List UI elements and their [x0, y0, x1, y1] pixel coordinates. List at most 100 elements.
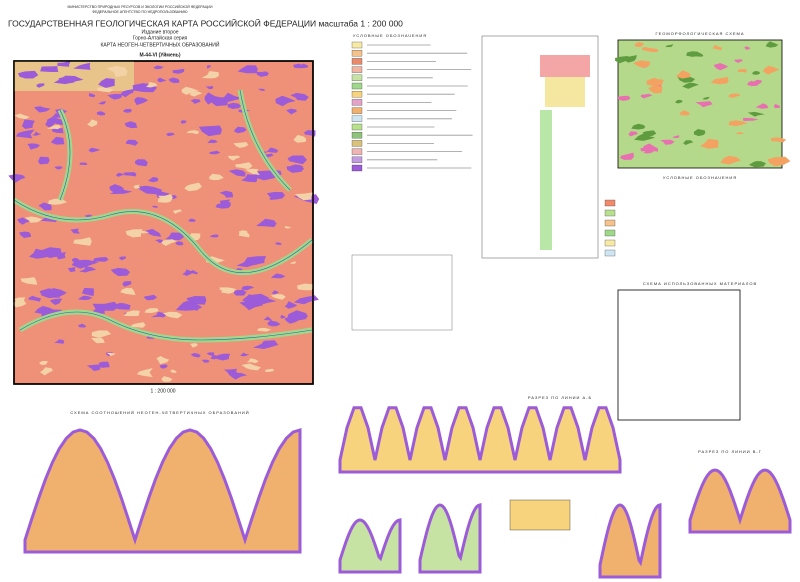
geomorph-unit: [755, 103, 769, 109]
intrusion: [209, 234, 219, 238]
section-vg-title: РАЗРЕЗ ПО ЛИНИИ В-Г: [698, 449, 762, 454]
intrusion: [227, 102, 242, 109]
geomorph-unit: [737, 69, 747, 73]
intrusion: [182, 269, 193, 276]
intrusion: [92, 257, 109, 262]
intrusion: [134, 97, 149, 106]
geomorph-unit: [700, 138, 719, 149]
intrusion: [247, 294, 254, 298]
intrusion: [57, 60, 71, 67]
intrusion: [286, 108, 297, 115]
legend-title: УСЛОВНЫЕ ОБОЗНАЧЕНИЯ: [353, 33, 427, 38]
intrusion: [205, 85, 214, 90]
deposit: [227, 155, 241, 161]
deposit: [73, 237, 92, 246]
deposit: [87, 119, 98, 127]
geomorph-unit: [675, 70, 691, 79]
geomorph-unit: [752, 70, 760, 75]
geomorph-unit: [712, 44, 723, 51]
geomorph-unit: [675, 99, 683, 104]
intrusion: [206, 352, 215, 357]
intrusion: [54, 166, 63, 170]
geomorph-unit: [770, 137, 787, 143]
deposit: [14, 113, 30, 120]
intrusion: [258, 88, 265, 91]
intrusion: [98, 78, 115, 88]
geomorph-unit: [702, 96, 710, 100]
deposit: [20, 277, 38, 285]
deposit: [270, 294, 286, 300]
deposit: [181, 86, 199, 95]
geomorph-unit: [748, 161, 766, 168]
intrusion: [98, 361, 110, 368]
section-profile: [338, 406, 622, 474]
deposit: [40, 367, 53, 376]
map-border: [13, 60, 314, 385]
section-ab-title: РАЗРЕЗ ПО ЛИНИИ А-Б: [528, 395, 592, 400]
intrusion: [36, 83, 45, 88]
legend-swatch: [351, 123, 363, 131]
deposit: [97, 87, 114, 93]
deposit: [161, 239, 177, 246]
deposit: [219, 287, 237, 292]
ministry: МИНИСТЕРСТВО ПРИРОДНЫХ РЕСУРСОВ И ЭКОЛОГ…: [68, 5, 213, 9]
geomorph-unit: [747, 80, 760, 87]
deposit: [91, 330, 112, 338]
deposit: [293, 134, 307, 143]
geomorph-unit: [679, 110, 690, 116]
intrusion: [70, 228, 80, 234]
legend-swatch: [351, 58, 363, 65]
geomorph-unit: [617, 95, 631, 101]
geomorph-unit: [665, 44, 674, 48]
inset-map: [509, 499, 571, 531]
deposit: [136, 368, 153, 378]
intrusion: [17, 217, 32, 225]
legend-swatch: [351, 156, 363, 163]
intrusion: [27, 143, 41, 150]
deposit: [14, 297, 26, 304]
river: [59, 109, 71, 201]
deposit: [241, 363, 261, 371]
intrusion: [186, 296, 207, 305]
deposit: [246, 358, 259, 364]
geomorph-unit: [628, 131, 638, 137]
intrusion: [239, 300, 264, 311]
intrusion: [19, 231, 32, 238]
intrusion: [124, 121, 138, 129]
geomorph-unit: [648, 85, 663, 94]
intrusion: [275, 95, 296, 107]
intrusion: [175, 241, 184, 246]
intrusion: [155, 239, 164, 243]
intrusion: [78, 323, 86, 328]
intrusion: [256, 71, 269, 77]
intrusion: [144, 294, 158, 301]
geomorph-unit: [640, 93, 653, 99]
intrusion: [107, 94, 122, 100]
intrusion: [290, 92, 309, 101]
deposit: [297, 283, 314, 291]
deposit: [157, 194, 173, 202]
geomorph-swatch: [604, 229, 616, 237]
deposit: [120, 288, 136, 296]
intrusion: [284, 301, 298, 309]
intrusion: [157, 77, 167, 83]
intrusion: [109, 184, 125, 194]
deposit: [144, 308, 159, 313]
deposit: [133, 184, 141, 189]
intrusion: [125, 139, 139, 146]
intrusion: [77, 295, 93, 300]
geomorph-unit: [765, 41, 779, 48]
materials-map: [617, 289, 741, 421]
section-profile: [598, 503, 662, 579]
intrusion: [233, 126, 247, 134]
intrusion: [153, 65, 164, 70]
geomorph-unit: [720, 155, 741, 165]
intrusion: [168, 77, 180, 83]
legend: [351, 41, 616, 331]
geomorph-swatch: [604, 249, 616, 257]
intrusion: [92, 301, 120, 311]
geomorph-swatch: [604, 219, 616, 227]
strat-table: [481, 35, 599, 259]
intrusion: [71, 257, 80, 263]
intrusion: [34, 305, 55, 315]
